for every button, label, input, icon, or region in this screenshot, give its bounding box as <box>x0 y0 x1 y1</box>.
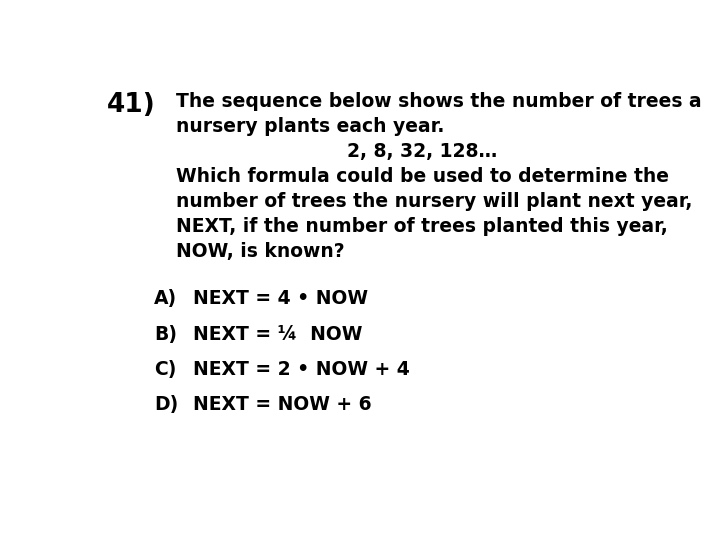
Text: D): D) <box>154 395 179 414</box>
Text: number of trees the nursery will plant next year,: number of trees the nursery will plant n… <box>176 192 693 211</box>
Text: NEXT = 4 • NOW: NEXT = 4 • NOW <box>193 289 368 308</box>
Text: Which formula could be used to determine the: Which formula could be used to determine… <box>176 167 670 186</box>
Text: NOW, is known?: NOW, is known? <box>176 241 345 260</box>
Text: NEXT, if the number of trees planted this year,: NEXT, if the number of trees planted thi… <box>176 217 668 235</box>
Text: NEXT = 2 • NOW + 4: NEXT = 2 • NOW + 4 <box>193 360 410 379</box>
Text: 41): 41) <box>107 92 156 118</box>
Text: nursery plants each year.: nursery plants each year. <box>176 117 445 136</box>
Text: 2, 8, 32, 128…: 2, 8, 32, 128… <box>347 141 497 161</box>
Text: A): A) <box>154 289 177 308</box>
Text: The sequence below shows the number of trees a: The sequence below shows the number of t… <box>176 92 702 111</box>
Text: NEXT = NOW + 6: NEXT = NOW + 6 <box>193 395 372 414</box>
Text: C): C) <box>154 360 176 379</box>
Text: NEXT = ¼  NOW: NEXT = ¼ NOW <box>193 325 363 343</box>
Text: B): B) <box>154 325 177 343</box>
